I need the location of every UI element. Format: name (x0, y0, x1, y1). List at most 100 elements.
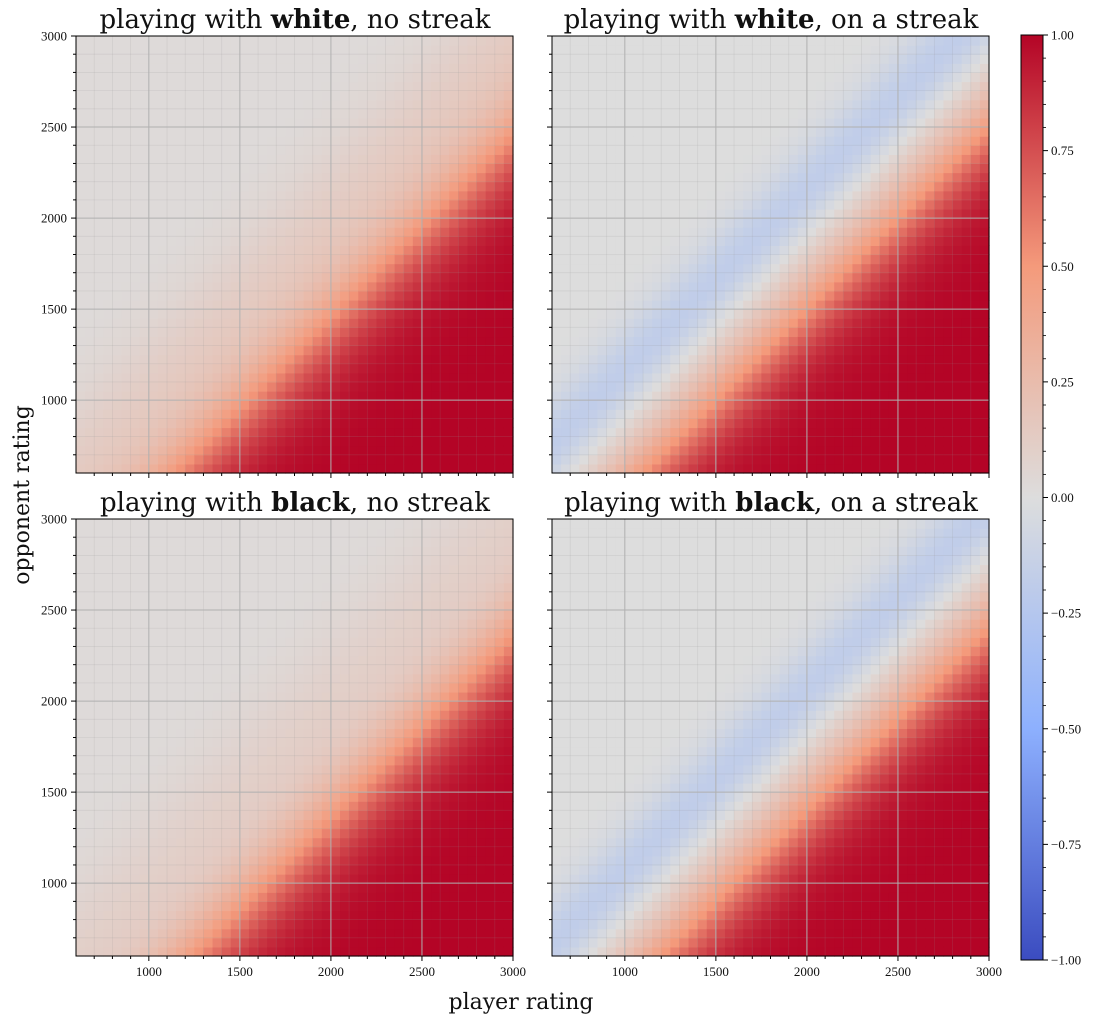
heatmap-cell (706, 218, 717, 228)
heatmap-cell (394, 181, 405, 192)
heatmap-cell (112, 400, 123, 410)
heatmap-cell (752, 418, 762, 429)
heatmap-cell (752, 254, 762, 265)
heatmap-cell (679, 218, 690, 228)
heatmap-cell (440, 418, 450, 429)
heatmap-cell (734, 300, 744, 310)
heatmap-cell (779, 318, 790, 328)
heatmap-cell (816, 454, 826, 465)
heatmap-cell (588, 127, 599, 137)
heatmap-cell (112, 72, 123, 83)
heatmap-cell (879, 99, 890, 110)
heatmap-cell (76, 81, 86, 92)
heatmap-cell (643, 163, 653, 174)
heatmap-cell (385, 208, 396, 219)
heatmap-cell (579, 345, 590, 356)
heatmap-cell (349, 309, 359, 319)
heatmap-cell (230, 300, 241, 310)
heatmap-cell (203, 445, 214, 456)
heatmap-cell (706, 90, 717, 101)
heatmap-cell (724, 336, 735, 347)
heatmap-cell (458, 309, 469, 319)
heatmap-cell (376, 363, 387, 374)
heatmap-cell (752, 63, 762, 74)
heatmap-cell (724, 345, 735, 356)
heatmap-cell (230, 117, 241, 128)
heatmap-cell (94, 154, 104, 165)
heatmap-cell (743, 336, 753, 347)
heatmap-cell (167, 108, 177, 119)
heatmap-cell (76, 628, 86, 638)
heatmap-cell (897, 36, 908, 46)
heatmap-cell (230, 199, 241, 210)
heatmap-cell (239, 463, 250, 474)
heatmap-cell (285, 254, 296, 265)
heatmap-cell (943, 345, 954, 356)
heatmap-cell (276, 218, 286, 228)
heatmap-cell (797, 336, 808, 347)
heatmap-cell (888, 154, 899, 165)
heatmap-cell (879, 345, 890, 356)
heatmap-cell (743, 290, 753, 301)
heatmap-cell (212, 381, 223, 392)
heatmap-cell (579, 108, 590, 119)
heatmap-cell (267, 208, 277, 219)
heatmap-cell (825, 272, 835, 283)
heatmap-cell (440, 454, 450, 465)
heatmap-cell (349, 99, 359, 110)
heatmap-cell (752, 381, 762, 392)
heatmap-cell (248, 418, 259, 429)
heatmap-cell (476, 81, 487, 92)
heatmap-cell (934, 263, 945, 274)
heatmap-cell (816, 263, 826, 274)
heatmap-cell (412, 381, 423, 392)
heatmap-cell (897, 117, 908, 128)
heatmap-cell (248, 336, 259, 347)
heatmap-cell (421, 290, 432, 301)
heatmap-cell (943, 181, 954, 192)
heatmap-cell (624, 190, 635, 201)
heatmap-cell (706, 345, 717, 356)
heatmap-cell (94, 582, 104, 593)
heatmap-cell (121, 245, 132, 256)
heatmap-cell (925, 345, 935, 356)
heatmap-cell (816, 36, 826, 46)
heatmap-cell (943, 199, 954, 210)
heatmap-cell (670, 154, 681, 165)
heatmap-cell (861, 208, 872, 219)
heatmap-cell (570, 236, 580, 246)
heatmap-cell (779, 154, 790, 165)
heatmap-cell (176, 427, 186, 438)
heatmap-cell (485, 454, 496, 465)
heatmap-cell (294, 254, 305, 265)
heatmap-cell (276, 436, 286, 447)
heatmap-cell (276, 445, 286, 456)
heatmap-cell (385, 336, 396, 347)
heatmap-cell (431, 208, 441, 219)
heatmap-cell (788, 181, 799, 192)
heatmap-cell (907, 208, 917, 219)
heatmap-cell (907, 336, 917, 347)
heatmap-cell (385, 90, 396, 101)
heatmap-cell (148, 63, 159, 74)
heatmap-cell (412, 236, 423, 246)
heatmap-cell (706, 227, 717, 237)
heatmap-cell (752, 318, 762, 328)
heatmap-cell (597, 99, 608, 110)
heatmap-cell (907, 117, 917, 128)
heatmap-cell (597, 136, 608, 146)
heatmap-cell (679, 400, 690, 410)
heatmap-cell (285, 63, 296, 74)
heatmap-cell (76, 892, 86, 902)
heatmap-cell (221, 99, 232, 110)
heatmap-cell (467, 436, 478, 447)
heatmap-cell (440, 436, 450, 447)
heatmap-cell (349, 345, 359, 356)
heatmap-cell (221, 36, 232, 46)
heatmap-cell (312, 81, 323, 92)
heatmap-cell (925, 427, 935, 438)
heatmap-cell (679, 309, 690, 319)
heatmap-cell (688, 309, 699, 319)
heatmap-cell (952, 172, 963, 183)
heatmap-cell (852, 227, 863, 237)
